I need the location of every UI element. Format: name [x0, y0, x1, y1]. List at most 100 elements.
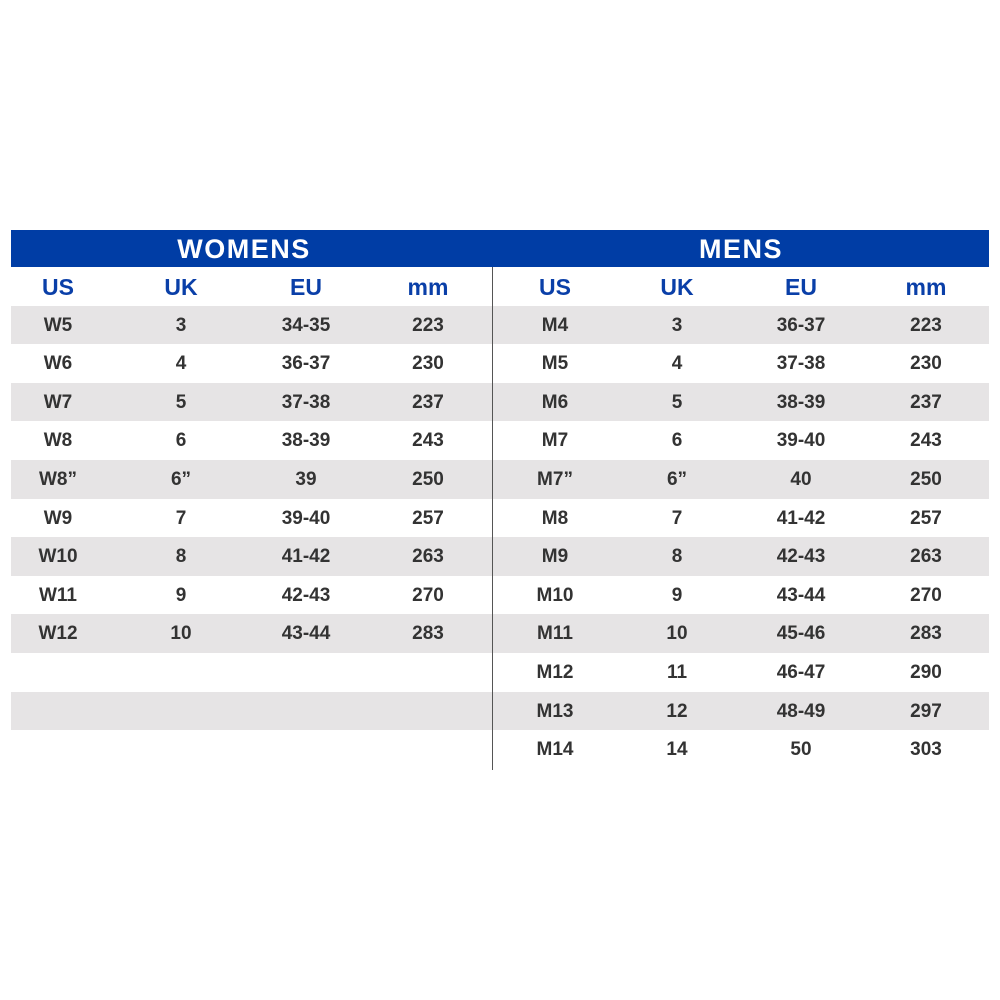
- table-cell: 11: [666, 662, 688, 683]
- table-cell: 270: [412, 584, 444, 606]
- table-cell: M7”: [537, 469, 573, 490]
- table-cell: M5: [541, 353, 569, 375]
- table-cell: M4: [541, 314, 569, 336]
- table-cell: 41-42: [281, 546, 331, 568]
- table-row: M12 11 46-47 290: [493, 653, 989, 692]
- table-cell: 263: [412, 546, 444, 568]
- table-cell: 8: [175, 546, 187, 568]
- table-cell: 257: [910, 507, 942, 529]
- table-cell: M7: [541, 430, 569, 452]
- table-cell: 43-44: [776, 584, 826, 606]
- table-row: W10 8 41-42 263: [11, 537, 492, 576]
- table-cell: 34-35: [281, 314, 331, 336]
- table-row: M13 12 48-49 297: [493, 691, 989, 731]
- column-header: mm: [407, 274, 449, 300]
- table-cell: 14: [666, 739, 688, 761]
- table-row: M7” 6” 40 250: [493, 460, 989, 499]
- table-cell: W10: [38, 546, 78, 568]
- table-cell: 250: [910, 469, 942, 490]
- table-cell: W11: [38, 584, 78, 606]
- table-cell: 237: [910, 391, 942, 413]
- table-cell: 38-39: [776, 391, 826, 413]
- table-row: W7 5 37-38 237: [11, 382, 492, 422]
- table-row: M8 7 41-42 257: [493, 499, 989, 538]
- section-divider: [492, 267, 493, 770]
- table-row: W8” 6” 39 250: [11, 460, 492, 499]
- table-row: M4 3 36-37 223: [493, 305, 989, 345]
- column-header: US: [539, 274, 571, 300]
- table-row: W6 4 36-37 230: [11, 344, 492, 383]
- table-cell: 46-47: [776, 662, 826, 683]
- table-cell: 223: [910, 314, 942, 336]
- table-cell: 9: [671, 584, 683, 606]
- table-row: M7 6 39-40 243: [493, 421, 989, 460]
- table-row: M6 5 38-39 237: [493, 382, 989, 422]
- table-cell: 6: [175, 430, 187, 452]
- table-row: M9 8 42-43 263: [493, 537, 989, 576]
- table-row: W5 3 34-35 223: [11, 305, 492, 345]
- table-row: W9 7 39-40 257: [11, 499, 492, 538]
- table-cell: 290: [910, 662, 942, 683]
- table-cell: M13: [536, 700, 574, 722]
- table-cell: 257: [412, 507, 444, 529]
- table-cell: 12: [666, 700, 688, 722]
- table-cell: 283: [910, 623, 942, 645]
- table-cell: 36-37: [776, 314, 826, 336]
- table-cell: 9: [175, 584, 187, 606]
- column-header: EU: [785, 274, 817, 300]
- table-cell: 297: [910, 700, 942, 722]
- table-cell: M12: [536, 662, 574, 683]
- table-cell: 6: [671, 430, 683, 452]
- table-cell: W5: [43, 314, 73, 336]
- mens-title: MENS: [698, 234, 784, 264]
- table-cell: M6: [541, 391, 569, 413]
- table-cell: 237: [412, 391, 444, 413]
- table-cell: 6”: [666, 469, 688, 490]
- table-cell: W7: [43, 391, 73, 413]
- table-cell: 38-39: [281, 430, 331, 452]
- table-cell: 6”: [170, 469, 192, 490]
- table-cell: 243: [910, 430, 942, 452]
- table-cell: 230: [412, 353, 444, 375]
- table-cell: 42-43: [776, 546, 826, 568]
- table-cell: 4: [671, 353, 683, 375]
- table-cell: 3: [175, 314, 187, 336]
- column-header: UK: [164, 274, 198, 300]
- table-cell: 5: [175, 391, 187, 413]
- table-cell: W9: [43, 507, 73, 529]
- table-cell: 45-46: [776, 623, 826, 645]
- table-cell: 48-49: [776, 700, 826, 722]
- table-cell: M11: [537, 623, 573, 645]
- table-cell: 5: [671, 391, 683, 413]
- table-cell: 10: [666, 623, 688, 645]
- table-cell: 36-37: [281, 353, 331, 375]
- table-cell: 42-43: [281, 584, 331, 606]
- table-row: M10 9 43-44 270: [493, 576, 989, 615]
- column-header: UK: [660, 274, 694, 300]
- column-header-row: US UK EU mm: [493, 267, 989, 306]
- table-row: [11, 691, 492, 731]
- title-bar: WOMENS MENS: [11, 230, 989, 267]
- table-cell: 7: [175, 507, 187, 529]
- table-row: W8 6 38-39 243: [11, 421, 492, 460]
- table-cell: 4: [175, 353, 187, 375]
- table-cell: 41-42: [776, 507, 826, 529]
- table-cell: 223: [412, 314, 444, 336]
- table-cell: W8: [43, 430, 73, 452]
- table-cell: 40: [790, 469, 812, 490]
- table-row: M11 10 45-46 283: [493, 614, 989, 653]
- table-cell: W6: [43, 353, 73, 375]
- table-cell: M8: [541, 507, 569, 529]
- table-cell: 39-40: [281, 507, 331, 529]
- table-cell: 243: [412, 430, 444, 452]
- table-cell: M14: [536, 739, 574, 761]
- womens-title: WOMENS: [177, 234, 311, 264]
- table-row: M14 14 50 303: [493, 730, 989, 769]
- column-header-row: US UK EU mm: [11, 267, 492, 306]
- table-cell: 39-40: [776, 430, 826, 452]
- table-cell: 37-38: [776, 353, 826, 375]
- table-cell: W8”: [39, 469, 77, 490]
- table-row: [11, 653, 492, 692]
- table-cell: 3: [671, 314, 683, 336]
- table-row: W11 9 42-43 270: [11, 576, 492, 615]
